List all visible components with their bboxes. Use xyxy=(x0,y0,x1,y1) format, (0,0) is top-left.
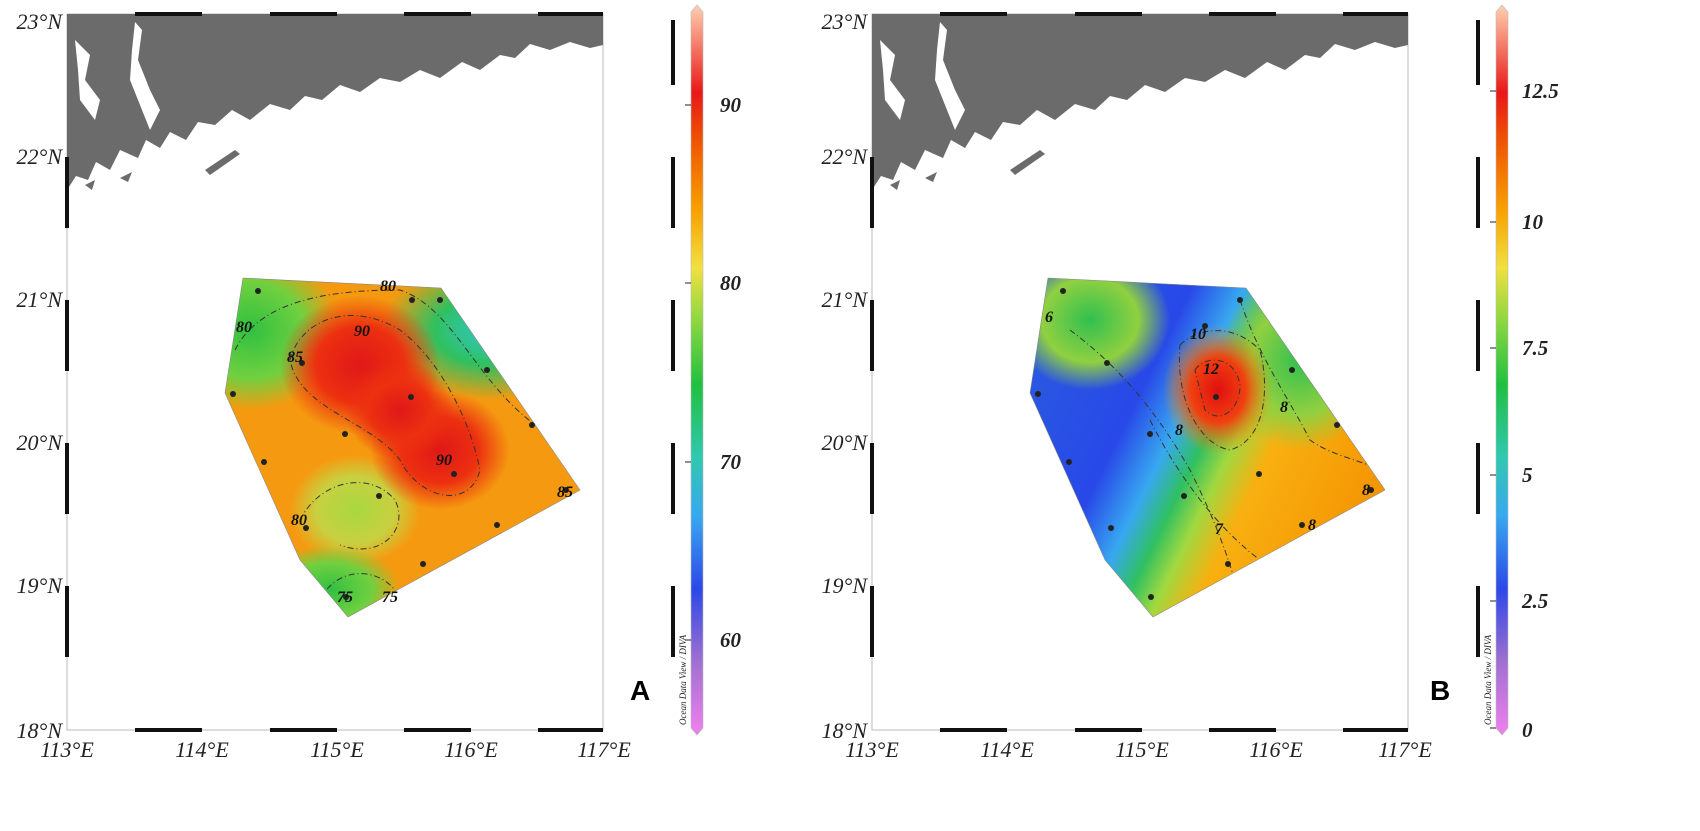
contour-label: 6 xyxy=(1045,309,1053,326)
contour-label: 80 xyxy=(380,278,396,295)
lat-label: 23°N xyxy=(822,9,869,34)
inlet-b xyxy=(880,40,905,120)
colorbar-b: 0 2.5 5 7.5 10 12.5 Ocean Data View / DI… xyxy=(1483,4,1559,742)
colorbar-tick: 70 xyxy=(720,450,742,474)
lat-label: 22°N xyxy=(17,144,64,169)
colorbar-a: 60 70 80 90 Ocean Data View / DIVA xyxy=(678,4,742,736)
lat-label: 19°N xyxy=(17,573,64,598)
lat-label: 20°N xyxy=(17,430,64,455)
lon-label: 113°E xyxy=(40,737,94,762)
stations-a xyxy=(230,288,569,600)
lon-label: 116°E xyxy=(1249,737,1303,762)
panel-label-a: A xyxy=(630,675,650,706)
land-area-a xyxy=(67,14,603,190)
contour-label: 90 xyxy=(354,323,370,340)
lon-label: 117°E xyxy=(577,737,631,762)
lon-label: 117°E xyxy=(1378,737,1432,762)
contour-label: 80 xyxy=(291,512,307,529)
contour-labels-b: 10 12 8 8 8 6 7 8 xyxy=(1045,309,1370,538)
panel-label-b: B xyxy=(1430,675,1450,706)
lon-tick-bars-b xyxy=(940,12,1408,732)
contour-label: 8 xyxy=(1175,422,1183,439)
inlet-a xyxy=(75,40,100,120)
lat-label: 19°N xyxy=(822,573,869,598)
lon-label: 116°E xyxy=(444,737,498,762)
lon-label: 115°E xyxy=(1115,737,1169,762)
contour-label: 80 xyxy=(236,319,252,336)
lat-label: 18°N xyxy=(17,718,64,743)
lat-label: 20°N xyxy=(822,430,869,455)
colorbar-tick: 5 xyxy=(1522,463,1533,487)
lat-tick-bars-a xyxy=(65,20,675,657)
odv-credit: Ocean Data View / DIVA xyxy=(678,634,688,725)
lat-label: 23°N xyxy=(17,9,64,34)
lon-labels-b: 113°E 114°E 115°E 116°E 117°E xyxy=(845,737,1432,762)
colorbar-tick: 12.5 xyxy=(1522,79,1559,103)
field-outline-a xyxy=(224,277,581,618)
land-area-b xyxy=(872,14,1408,190)
lon-label: 114°E xyxy=(175,737,229,762)
colorbar-tick: 10 xyxy=(1522,210,1544,234)
lat-labels-b: 23°N 22°N 21°N 20°N 19°N 18°N xyxy=(822,9,869,743)
estuary-b xyxy=(935,22,965,130)
contour-label: 85 xyxy=(287,349,303,366)
lon-labels-a: 113°E 114°E 115°E 116°E 117°E xyxy=(40,737,631,762)
lon-tick-bars-a xyxy=(135,12,603,732)
contour-label: 8 xyxy=(1362,482,1370,499)
contour-label: 12 xyxy=(1203,361,1219,378)
colorbar-tick: 60 xyxy=(720,628,742,652)
lon-label: 115°E xyxy=(310,737,364,762)
colorbar-tick: 80 xyxy=(720,271,742,295)
contour-labels-a: 90 90 85 80 80 75 75 80 85 xyxy=(236,278,573,606)
contour-label: 8 xyxy=(1280,399,1288,416)
lat-labels-a: 23°N 22°N 21°N 20°N 19°N 18°N xyxy=(17,9,64,743)
lat-label: 21°N xyxy=(822,287,869,312)
contour-label: 75 xyxy=(382,589,398,606)
lat-tick-bars-b xyxy=(870,20,1480,657)
lat-label: 21°N xyxy=(17,287,64,312)
colorbar-tick: 0 xyxy=(1522,718,1533,742)
contour-label: 8 xyxy=(1308,517,1316,534)
lat-label: 18°N xyxy=(822,718,869,743)
stations-b xyxy=(1035,288,1374,600)
colorbar-tick: 2.5 xyxy=(1521,589,1548,613)
colorbar-tick: 7.5 xyxy=(1522,336,1548,360)
contour-label: 7 xyxy=(1215,521,1224,538)
contour-label: 75 xyxy=(337,589,353,606)
odv-credit: Ocean Data View / DIVA xyxy=(1483,634,1493,725)
contour-label: 90 xyxy=(436,452,452,469)
lon-label: 113°E xyxy=(845,737,899,762)
islands-a xyxy=(85,150,240,190)
islands-b xyxy=(890,150,1045,190)
field-outline-b xyxy=(1029,277,1386,618)
contour-label: 85 xyxy=(557,484,573,501)
contour-label: 10 xyxy=(1190,326,1206,343)
lon-label: 114°E xyxy=(980,737,1034,762)
lat-label: 22°N xyxy=(822,144,869,169)
estuary-a xyxy=(130,22,160,130)
panel-b: 10 12 8 8 8 6 7 8 23°N 22°N 21°N 20°N 19… xyxy=(822,4,1559,762)
colorbar-tick: 90 xyxy=(720,93,742,117)
panel-a: 90 90 85 80 80 75 75 80 85 23°N 22°N 21°… xyxy=(17,4,742,762)
